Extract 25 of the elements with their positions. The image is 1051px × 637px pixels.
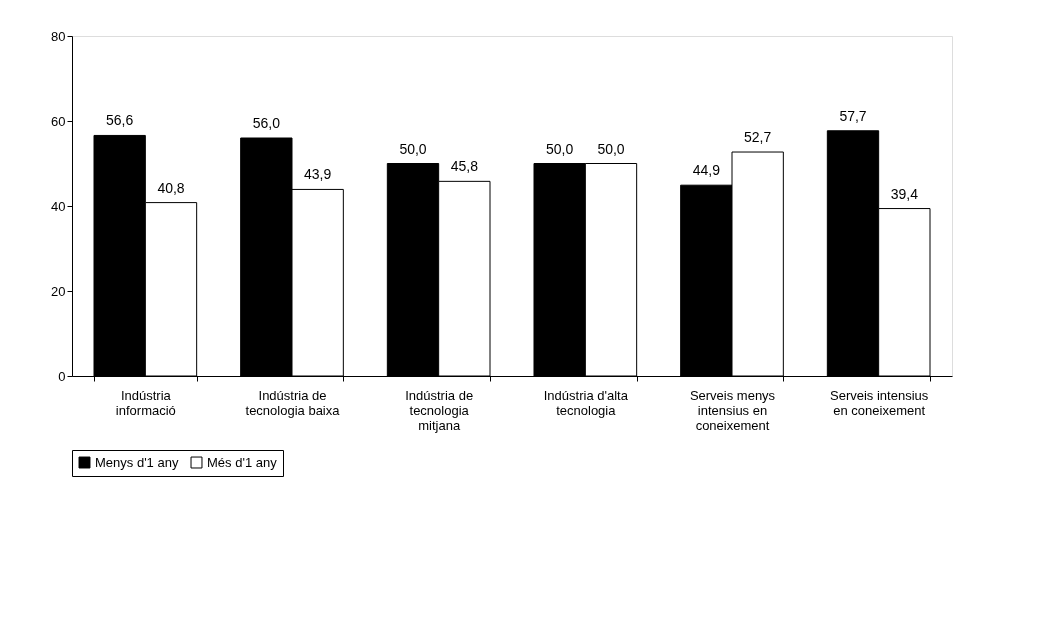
x-tick-label: Indústria d'alta tecnologia: [543, 387, 629, 418]
y-tick-label: 0: [58, 368, 66, 384]
y-tick-label: 40: [51, 198, 66, 214]
x-tick-label: Indústria de tecnologia baixa: [245, 387, 341, 418]
y-tick-label: 20: [51, 283, 66, 299]
y-tick-label: 80: [51, 28, 66, 44]
legend-label: Menys d'1 any: [95, 454, 179, 470]
data-label: 44,9: [692, 162, 721, 179]
x-tick-label: Indústria de tecnologia mitjana: [405, 387, 474, 433]
data-label: 56,6: [106, 112, 134, 129]
x-tick-label: Indústria informació: [115, 387, 176, 418]
y-tick-label: 60: [51, 113, 66, 129]
data-label: 52,7: [744, 129, 772, 146]
data-label: 40,8: [157, 179, 185, 196]
x-tick-label: Serveis menys intensius en coneixement: [689, 387, 776, 433]
data-label: 57,7: [839, 107, 867, 124]
data-label: 50,0: [597, 140, 625, 157]
x-tick-label: Serveis intensius en coneixement: [830, 387, 929, 418]
data-label: 50,0: [546, 140, 574, 157]
data-label: 56,0: [252, 115, 281, 131]
legend-label: Més d'1 any: [207, 454, 278, 470]
data-label: 50,0: [399, 140, 427, 157]
data-label: 43,9: [304, 166, 332, 183]
data-label: 45,8: [450, 158, 479, 175]
data-label: 39,4: [890, 185, 919, 202]
